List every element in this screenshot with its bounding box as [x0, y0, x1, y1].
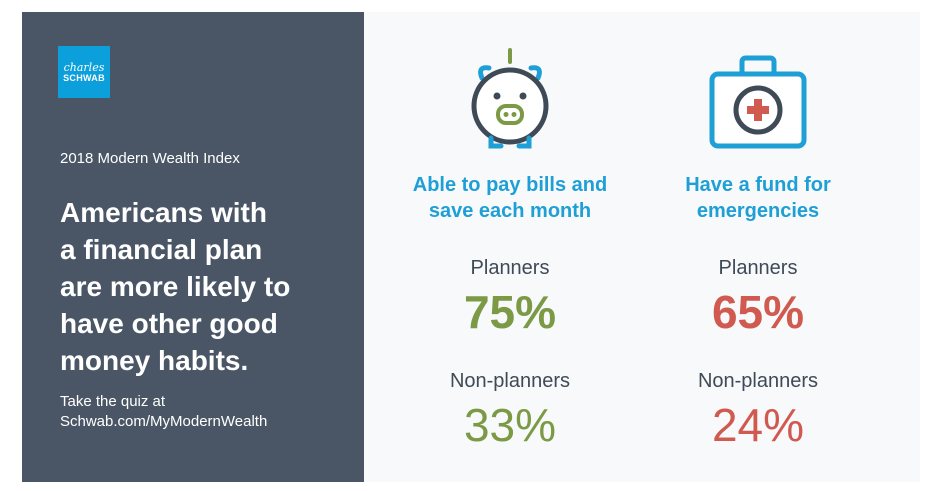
index-title: 2018 Modern Wealth Index [60, 150, 240, 167]
nonplanners-label: Non-planners [697, 370, 819, 392]
logo-line1: charles [63, 60, 105, 74]
logo-line2: SCHWAB [63, 72, 105, 83]
left-panel: charles SCHWAB 2018 Modern Wealth Index … [22, 12, 364, 482]
nonplanners-percent: 33% [463, 399, 557, 451]
planners-percent: 65% [711, 286, 805, 338]
first-aid-kit-icon [628, 48, 888, 158]
nonplanners-percent: 24% [711, 399, 805, 451]
nonplanners-label: Non-planners [449, 370, 571, 392]
cta-link[interactable]: Schwab.com/MyModernWealth [60, 413, 268, 430]
planners-label: Planners [470, 257, 550, 279]
headline: Americans with a financial plan are more… [60, 197, 291, 376]
stat-heading: Able to pay bills and save each month [412, 174, 608, 222]
planners-percent: 75% [463, 286, 557, 338]
cta-line1: Take the quiz at [60, 393, 166, 410]
quiz-cta: Take the quiz at Schwab.com/MyModernWeal… [60, 392, 267, 432]
planners-label: Planners [718, 257, 798, 279]
stat-heading: Have a fund for emergencies [685, 174, 831, 222]
piggy-bank-icon [380, 48, 640, 158]
charles-schwab-logo: charles SCHWAB [58, 46, 110, 98]
